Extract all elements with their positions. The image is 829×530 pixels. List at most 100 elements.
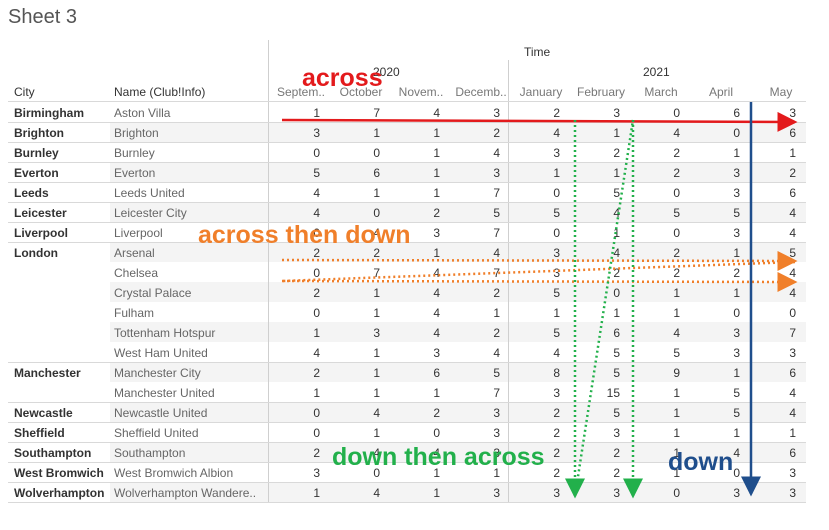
club-label[interactable]: Brighton xyxy=(114,126,159,140)
value-cell[interactable]: 5 xyxy=(673,346,680,360)
value-cell[interactable]: 3 xyxy=(613,426,620,440)
value-cell[interactable]: 7 xyxy=(373,266,380,280)
club-label[interactable]: Wolverhampton Wandere.. xyxy=(114,486,257,500)
value-cell[interactable]: 6 xyxy=(789,126,796,140)
club-label[interactable]: Fulham xyxy=(114,306,155,320)
value-cell[interactable]: 4 xyxy=(789,226,796,240)
value-cell[interactable]: 4 xyxy=(789,386,796,400)
value-cell[interactable]: 3 xyxy=(553,266,560,280)
value-cell[interactable]: 0 xyxy=(313,306,320,320)
value-cell[interactable]: 3 xyxy=(373,326,380,340)
value-cell[interactable]: 2 xyxy=(433,406,440,420)
value-cell[interactable]: 4 xyxy=(789,406,796,420)
club-label[interactable]: Liverpool xyxy=(114,226,163,240)
value-cell[interactable]: 6 xyxy=(433,366,440,380)
city-label[interactable]: Liverpool xyxy=(14,226,69,240)
value-cell[interactable]: 5 xyxy=(493,366,500,380)
value-cell[interactable]: 2 xyxy=(673,146,680,160)
value-cell[interactable]: 1 xyxy=(373,346,380,360)
value-cell[interactable]: 9 xyxy=(673,366,680,380)
city-label[interactable]: Sheffield xyxy=(14,426,65,440)
value-cell[interactable]: 6 xyxy=(789,446,796,460)
month-header[interactable]: January xyxy=(519,85,563,99)
value-cell[interactable]: 3 xyxy=(553,386,560,400)
value-cell[interactable]: 2 xyxy=(789,166,796,180)
value-cell[interactable]: 7 xyxy=(373,106,380,120)
value-cell[interactable]: 5 xyxy=(673,206,680,220)
value-cell[interactable]: 7 xyxy=(493,266,500,280)
value-cell[interactable]: 6 xyxy=(373,166,380,180)
city-column-header[interactable]: City xyxy=(14,85,35,99)
value-cell[interactable]: 0 xyxy=(553,186,560,200)
value-cell[interactable]: 0 xyxy=(733,126,740,140)
value-cell[interactable]: 1 xyxy=(733,366,740,380)
value-cell[interactable]: 2 xyxy=(613,266,620,280)
value-cell[interactable]: 0 xyxy=(373,206,380,220)
value-cell[interactable]: 6 xyxy=(733,106,740,120)
value-cell[interactable]: 4 xyxy=(789,286,796,300)
value-cell[interactable]: 4 xyxy=(433,106,440,120)
value-cell[interactable]: 3 xyxy=(553,146,560,160)
value-cell[interactable]: 4 xyxy=(493,346,500,360)
value-cell[interactable]: 1 xyxy=(373,186,380,200)
value-cell[interactable]: 3 xyxy=(433,226,440,240)
value-cell[interactable]: 3 xyxy=(493,406,500,420)
value-cell[interactable]: 15 xyxy=(606,386,620,400)
month-header[interactable]: February xyxy=(576,85,626,99)
value-cell[interactable]: 2 xyxy=(613,446,620,460)
value-cell[interactable]: 4 xyxy=(373,226,380,240)
value-cell[interactable]: 2 xyxy=(313,286,320,300)
value-cell[interactable]: 5 xyxy=(493,206,500,220)
value-cell[interactable]: 6 xyxy=(789,186,796,200)
club-label[interactable]: Newcastle United xyxy=(114,406,208,420)
value-cell[interactable]: 7 xyxy=(493,186,500,200)
value-cell[interactable]: 0 xyxy=(673,486,680,500)
city-label[interactable]: Southampton xyxy=(14,446,92,460)
value-cell[interactable]: 3 xyxy=(493,106,500,120)
value-cell[interactable]: 1 xyxy=(613,306,620,320)
value-cell[interactable]: 2 xyxy=(313,446,320,460)
value-cell[interactable]: 2 xyxy=(493,326,500,340)
club-label[interactable]: Burnley xyxy=(114,146,155,160)
city-label[interactable]: Birmingham xyxy=(14,106,85,120)
value-cell[interactable]: 1 xyxy=(613,126,620,140)
value-cell[interactable]: 3 xyxy=(553,486,560,500)
value-cell[interactable]: 4 xyxy=(789,206,796,220)
value-cell[interactable]: 3 xyxy=(493,426,500,440)
value-cell[interactable]: 5 xyxy=(613,366,620,380)
value-cell[interactable]: 4 xyxy=(553,346,560,360)
value-cell[interactable]: 2 xyxy=(553,446,560,460)
value-cell[interactable]: 3 xyxy=(733,486,740,500)
value-cell[interactable]: 1 xyxy=(433,386,440,400)
club-label[interactable]: Crystal Palace xyxy=(114,286,192,300)
value-cell[interactable]: 4 xyxy=(433,446,440,460)
value-cell[interactable]: 0 xyxy=(613,286,620,300)
value-cell[interactable]: 1 xyxy=(553,166,560,180)
value-cell[interactable]: 0 xyxy=(673,186,680,200)
city-label[interactable]: Everton xyxy=(14,166,59,180)
club-label[interactable]: West Ham United xyxy=(114,346,208,360)
value-cell[interactable]: 1 xyxy=(789,146,796,160)
value-cell[interactable]: 1 xyxy=(493,466,500,480)
club-label[interactable]: Chelsea xyxy=(114,266,159,280)
value-cell[interactable]: 6 xyxy=(613,326,620,340)
value-cell[interactable]: 1 xyxy=(733,426,740,440)
name-column-header[interactable]: Name (Club!Info) xyxy=(114,85,206,99)
value-cell[interactable]: 7 xyxy=(493,386,500,400)
club-label[interactable]: Tottenham Hotspur xyxy=(114,326,216,340)
value-cell[interactable]: 1 xyxy=(673,446,680,460)
club-label[interactable]: Everton xyxy=(114,166,156,180)
value-cell[interactable]: 1 xyxy=(673,386,680,400)
club-label[interactable]: Manchester City xyxy=(114,366,201,380)
value-cell[interactable]: 3 xyxy=(733,226,740,240)
value-cell[interactable]: 8 xyxy=(553,366,560,380)
value-cell[interactable]: 0 xyxy=(313,226,320,240)
value-cell[interactable]: 4 xyxy=(313,206,320,220)
value-cell[interactable]: 1 xyxy=(313,486,320,500)
club-label[interactable]: Aston Villa xyxy=(114,106,171,120)
value-cell[interactable]: 0 xyxy=(733,466,740,480)
value-cell[interactable]: 1 xyxy=(673,426,680,440)
value-cell[interactable]: 2 xyxy=(553,466,560,480)
value-cell[interactable]: 1 xyxy=(313,106,320,120)
value-cell[interactable]: 0 xyxy=(433,426,440,440)
